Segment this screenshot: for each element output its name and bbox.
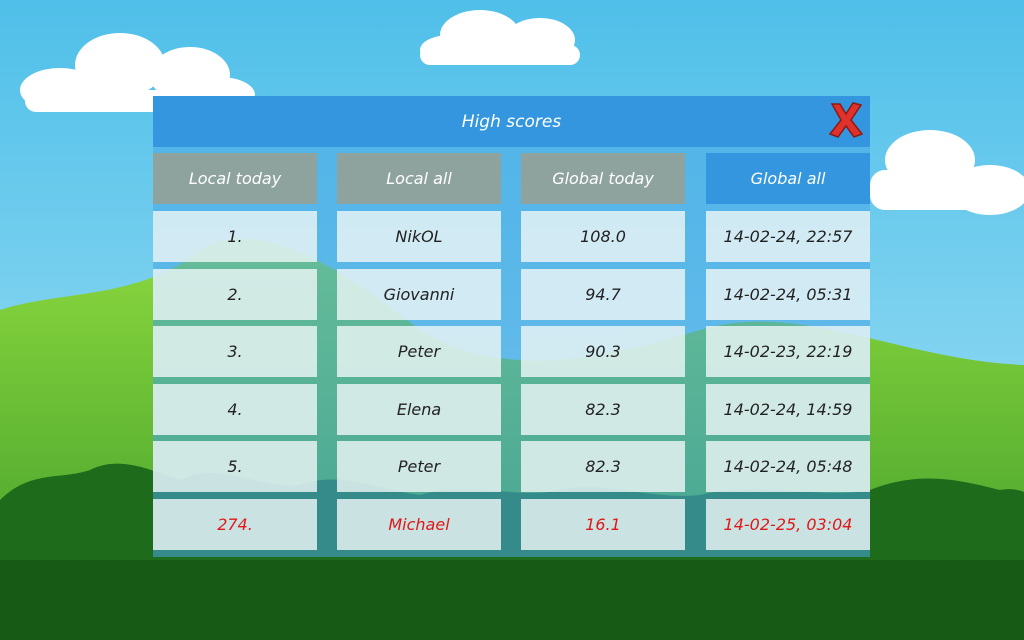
score-cell: Elena [337,383,501,435]
score-cell: 3. [153,326,317,378]
score-cell: 14-02-24, 14:59 [706,383,870,435]
tab[interactable]: Local today [153,153,317,204]
score-cell: 2. [153,268,317,320]
score-cell: Peter [337,326,501,378]
score-cell: Michael [337,499,501,550]
score-cell: 14-02-23, 22:19 [706,326,870,378]
score-cell: 90.3 [521,326,685,378]
score-cell: Giovanni [337,268,501,320]
score-cell: 94.7 [521,268,685,320]
score-cell: 1. [153,211,317,262]
score-cell: 4. [153,383,317,435]
scores-panel: High scores Local today Local all Global t… [153,96,870,557]
tab[interactable]: Local all [337,153,501,204]
score-cell: 14-02-24, 05:31 [706,268,870,320]
score-cell: 5. [153,441,317,493]
tab[interactable]: Global today [521,153,685,204]
score-cell: 16.1 [521,499,685,550]
panel-title: High scores [153,96,870,147]
score-cell: Peter [337,441,501,493]
close-button[interactable] [826,100,866,140]
score-cell: NikOL [337,211,501,262]
score-cell: 82.3 [521,383,685,435]
score-cell: 274. [153,499,317,550]
score-cell: 82.3 [521,441,685,493]
score-cell: 108.0 [521,211,685,262]
score-cell: 14-02-25, 03:04 [706,499,870,550]
score-cell: 14-02-24, 05:48 [706,441,870,493]
score-cell: 14-02-24, 22:57 [706,211,870,262]
tab[interactable]: Global all [706,153,870,204]
